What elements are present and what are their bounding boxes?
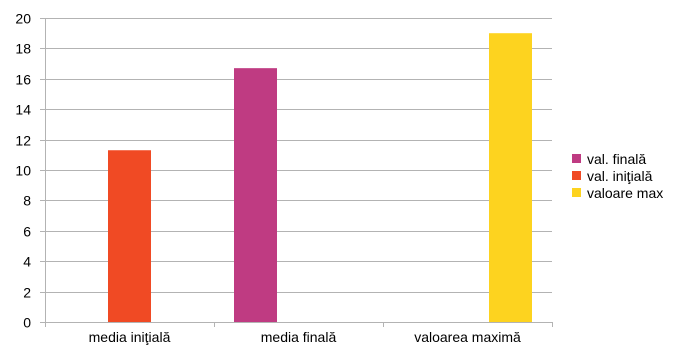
- legend-item-valoare-max: valoare max: [572, 184, 663, 201]
- legend-label: valoare max: [587, 184, 664, 201]
- y-tick-label: 10: [15, 163, 31, 179]
- legend-swatch: [572, 171, 581, 180]
- legend-item-val-initiala: val. iniţială: [572, 167, 663, 184]
- x-tick-label: valoarea maximă: [414, 329, 521, 345]
- y-tick-label: 18: [15, 41, 31, 57]
- y-tick-label: 0: [23, 315, 31, 331]
- legend-label: val. finală: [587, 150, 647, 167]
- x-tick-label: media iniţială: [89, 329, 171, 345]
- y-tick-label: 8: [23, 193, 31, 209]
- x-tick-label: media finală: [261, 329, 337, 345]
- y-tick-label: 6: [23, 224, 31, 240]
- y-tick-label: 12: [15, 133, 31, 149]
- legend-label: val. iniţială: [587, 167, 653, 184]
- y-tick-label: 16: [15, 72, 31, 88]
- bar: [489, 33, 532, 322]
- bars: [108, 33, 532, 322]
- axes: [45, 18, 553, 327]
- bar: [234, 68, 277, 322]
- y-tick-label: 4: [23, 254, 31, 270]
- y-tick-label: 14: [15, 102, 31, 118]
- y-tick-label: 2: [23, 285, 31, 301]
- legend-swatch: [572, 188, 581, 197]
- legend-swatch: [572, 154, 581, 163]
- y-tick-label: 20: [15, 11, 31, 27]
- x-axis-labels: media iniţială media finală valoarea maxim…: [89, 329, 521, 345]
- legend: val. finală val. iniţială valoare max: [572, 150, 663, 201]
- legend-item-val-finala: val. finală: [572, 150, 663, 167]
- bar: [108, 150, 151, 322]
- y-axis-ticks: 0 2 4 6 8 10 12 14 16 18 20: [15, 11, 45, 331]
